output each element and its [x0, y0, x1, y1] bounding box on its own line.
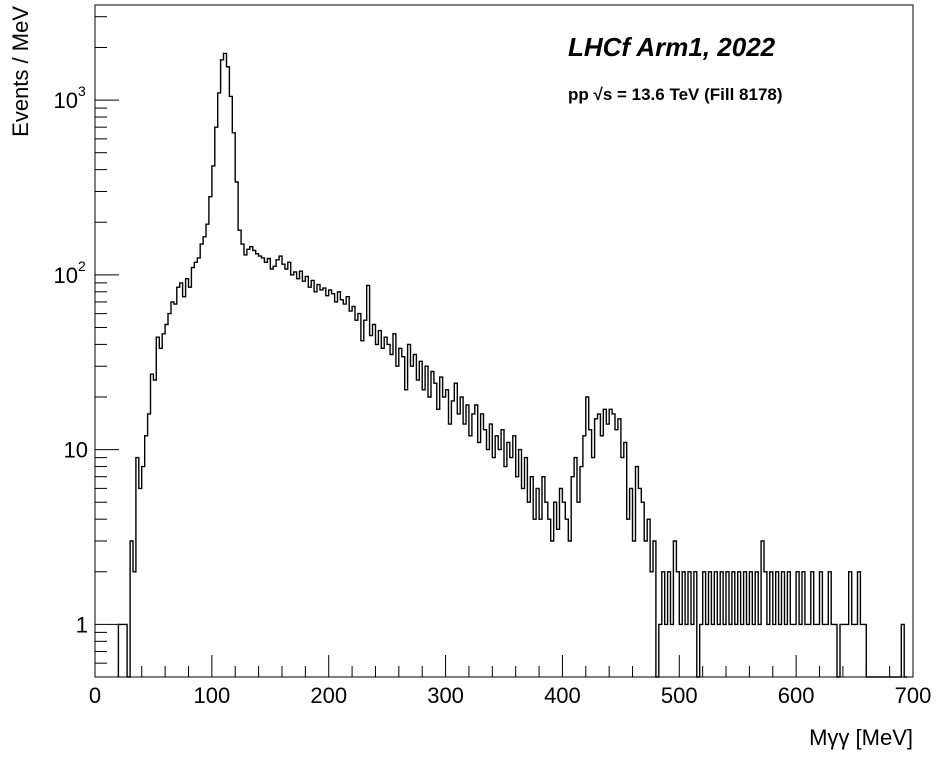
y-axis-ticks [95, 16, 119, 678]
y-tick-label: 1 [76, 612, 88, 637]
x-tick-label: 400 [544, 683, 581, 708]
annotation-subtitle: pp √s = 13.6 TeV (Fill 8178) [568, 85, 783, 104]
x-tick-label: 100 [193, 683, 230, 708]
x-axis-tick-labels: 0 100 200 300 400 500 600 700 [89, 683, 931, 708]
y-tick-label: 10 [54, 263, 78, 288]
plot-frame [94, 4, 914, 678]
x-tick-label: 600 [778, 683, 815, 708]
x-axis-ticks [94, 655, 914, 677]
y-tick-label: 10 [54, 88, 78, 113]
x-tick-label: 300 [427, 683, 464, 708]
histogram-bins [118, 53, 907, 677]
y-tick-exponent: 2 [78, 258, 86, 274]
x-tick-label: 200 [310, 683, 347, 708]
y-tick-exponent: 3 [78, 83, 86, 99]
y-tick-label: 10 [64, 438, 88, 463]
x-axis-label: Mγγ [MeV] [809, 725, 913, 750]
x-tick-label: 700 [895, 683, 932, 708]
y-axis-label: Events / MeV [8, 6, 33, 137]
x-tick-label: 500 [661, 683, 698, 708]
x-tick-label: 0 [89, 683, 101, 708]
annotation-title: LHCf Arm1, 2022 [568, 32, 776, 62]
histogram-series [117, 52, 908, 678]
